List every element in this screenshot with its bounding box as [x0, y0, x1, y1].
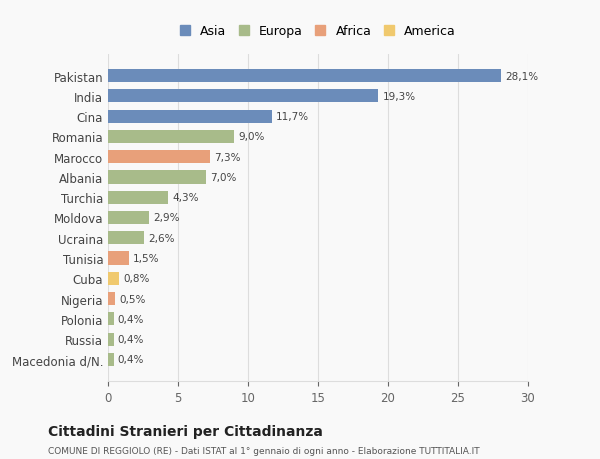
- Bar: [108, 110, 272, 123]
- Text: COMUNE DI REGGIOLO (RE) - Dati ISTAT al 1° gennaio di ogni anno - Elaborazione T: COMUNE DI REGGIOLO (RE) - Dati ISTAT al …: [48, 446, 479, 455]
- Bar: [108, 313, 113, 326]
- Text: 0,4%: 0,4%: [118, 334, 144, 344]
- Text: 0,5%: 0,5%: [119, 294, 146, 304]
- Bar: [108, 151, 210, 164]
- Text: Cittadini Stranieri per Cittadinanza: Cittadini Stranieri per Cittadinanza: [48, 425, 323, 438]
- Bar: [108, 252, 129, 265]
- Text: 7,3%: 7,3%: [214, 152, 241, 162]
- Text: 7,0%: 7,0%: [210, 173, 236, 183]
- Text: 0,4%: 0,4%: [118, 314, 144, 324]
- Bar: [108, 333, 113, 346]
- Bar: [108, 212, 149, 224]
- Bar: [108, 171, 206, 184]
- Text: 2,6%: 2,6%: [149, 233, 175, 243]
- Bar: [108, 90, 378, 103]
- Text: 19,3%: 19,3%: [382, 92, 416, 102]
- Bar: [108, 272, 119, 285]
- Bar: [108, 191, 168, 204]
- Text: 0,4%: 0,4%: [118, 355, 144, 364]
- Bar: [108, 232, 145, 245]
- Bar: [108, 70, 502, 83]
- Text: 4,3%: 4,3%: [172, 193, 199, 203]
- Text: 1,5%: 1,5%: [133, 253, 160, 263]
- Bar: [108, 353, 113, 366]
- Text: 11,7%: 11,7%: [276, 112, 309, 122]
- Text: 9,0%: 9,0%: [238, 132, 265, 142]
- Bar: [108, 292, 115, 306]
- Text: 0,8%: 0,8%: [124, 274, 150, 284]
- Text: 2,9%: 2,9%: [153, 213, 179, 223]
- Bar: [108, 130, 234, 144]
- Legend: Asia, Europa, Africa, America: Asia, Europa, Africa, America: [174, 19, 462, 45]
- Text: 28,1%: 28,1%: [506, 72, 539, 81]
